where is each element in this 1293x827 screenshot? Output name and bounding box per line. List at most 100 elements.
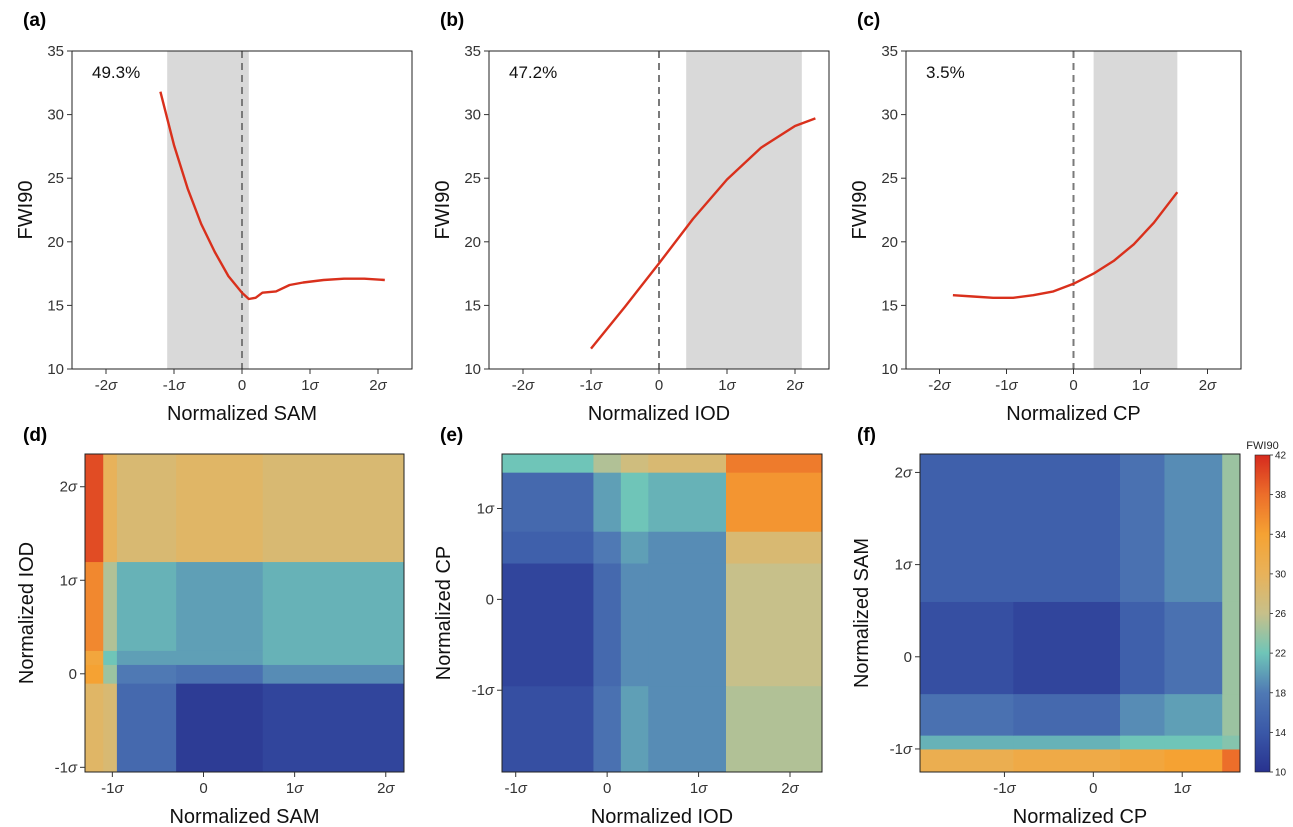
heatmap-cell [103,454,118,563]
heatmap-cell [85,454,104,563]
x-tick-label: -1σ [505,780,528,797]
y-tick-label: 0 [486,591,494,608]
heatmap-cell [262,664,405,684]
y-tick-label: 35 [47,43,64,60]
x-tick-label: 0 [655,377,663,394]
heatmap-cell [593,472,622,532]
panel-label: (e) [440,425,463,446]
heatmap-cell [502,472,594,532]
panel-label: (c) [857,10,880,31]
heatmap-cell [593,685,622,773]
heatmap-cell [1164,748,1223,773]
plot-frame [919,453,1241,773]
heatmap-cell [920,454,1014,602]
colorbar-tick-label: 42 [1275,451,1287,462]
heatmap-cell [103,650,118,665]
y-tick-label: 1σ [60,572,78,589]
heatmap-cell [262,454,405,563]
heatmap-cell [1013,693,1121,736]
heatmap-cell [1120,693,1165,736]
x-tick-label: 1σ [286,780,304,797]
heatmap-cell [1120,748,1165,773]
x-axis-title: Normalized SAM [169,806,319,827]
y-tick-label: -1σ [890,741,913,758]
x-axis-title: Normalized IOD [591,806,733,827]
heatmap-cell [920,601,1014,695]
colorbar-title: FWI90 [1246,440,1278,452]
series-line [159,91,385,301]
x-tick-label: 2σ [1199,377,1217,394]
x-tick-label: -1σ [101,780,124,797]
y-axis-title: Normalized CP [433,546,455,680]
heatmap-cell [85,650,104,665]
heatmap-cell [593,454,622,473]
y-tick-label: 30 [464,107,481,124]
y-tick-label: 15 [464,297,481,314]
heatmap-cell [648,454,727,473]
panel-label: (f) [857,425,876,446]
heatmap-cell [726,563,823,687]
y-tick-label: 35 [464,43,481,60]
colorbar: FWI90 10 14 18 22 26 30 34 38 42 [1246,440,1286,779]
heatmap-cell [620,472,649,532]
heatmap-cell [176,664,264,684]
y-tick-label: 25 [464,170,481,187]
y-tick-label: 30 [881,107,898,124]
heatmap-cell [648,472,727,532]
heatmap-cell [726,454,823,473]
heatmap-cell [620,531,649,564]
heatmap-cell [1013,454,1121,602]
x-tick-label: 0 [199,780,207,797]
x-tick-label: 2σ [781,780,799,797]
x-tick-label: 0 [603,780,611,797]
x-tick-label: -2σ [95,377,118,394]
heatmap-cell [1164,601,1223,695]
y-tick-label: 2σ [60,479,78,496]
heatmap-cell [1013,601,1121,695]
heatmap-cell [920,735,1014,750]
x-axis-title: Normalized CP [1006,403,1140,425]
shaded-range [686,51,802,369]
panel-label: (d) [23,425,47,446]
plot-frame [501,453,823,773]
y-axis-title: FWI90 [432,181,454,240]
annotation-percent: 49.3% [92,63,140,82]
heatmap-cell [262,683,405,773]
y-tick-label: 15 [47,297,64,314]
heatmap-cell [1120,601,1165,695]
y-tick-label: 1σ [895,557,913,574]
heatmap-cell [116,650,177,665]
panel-label: (b) [440,10,464,31]
x-tick-label: 1σ [301,377,319,394]
y-tick-label: -1σ [472,682,495,699]
x-tick-label: 2σ [369,377,387,394]
heatmap-cell [1222,454,1241,602]
y-tick-label: 30 [47,107,64,124]
y-tick-label: 1σ [477,501,495,518]
plot-frame [84,453,405,773]
y-tick-label: 10 [464,361,481,378]
heatmap-cell [116,664,177,684]
heatmap-cell [620,685,649,773]
heatmap-cell [648,531,727,564]
x-tick-label: -1σ [995,377,1018,394]
x-axis-title: Normalized IOD [588,403,730,425]
colorbar-tick-label: 26 [1275,609,1287,620]
y-tick-label: 20 [47,234,64,251]
x-tick-label: 2σ [377,780,395,797]
y-tick-label: 10 [47,361,64,378]
heatmap-cell [1013,748,1121,773]
x-tick-label: 2σ [786,377,804,394]
y-tick-label: 25 [47,170,64,187]
series-line [590,117,816,350]
heatmap-cell [593,563,622,687]
heatmap-cell [1164,735,1223,750]
colorbar-tick-label: 18 [1275,688,1287,699]
panel-d: (d) -1σ 0 1σ 2σ -1σ 0 1σ 2σ Normalized SAM Normali… [16,425,405,827]
y-tick-label: 25 [881,170,898,187]
x-tick-label: 0 [1069,377,1077,394]
heatmap-cell [1222,748,1241,773]
heatmap-cell [620,454,649,473]
colorbar-tick-label: 38 [1275,490,1287,501]
